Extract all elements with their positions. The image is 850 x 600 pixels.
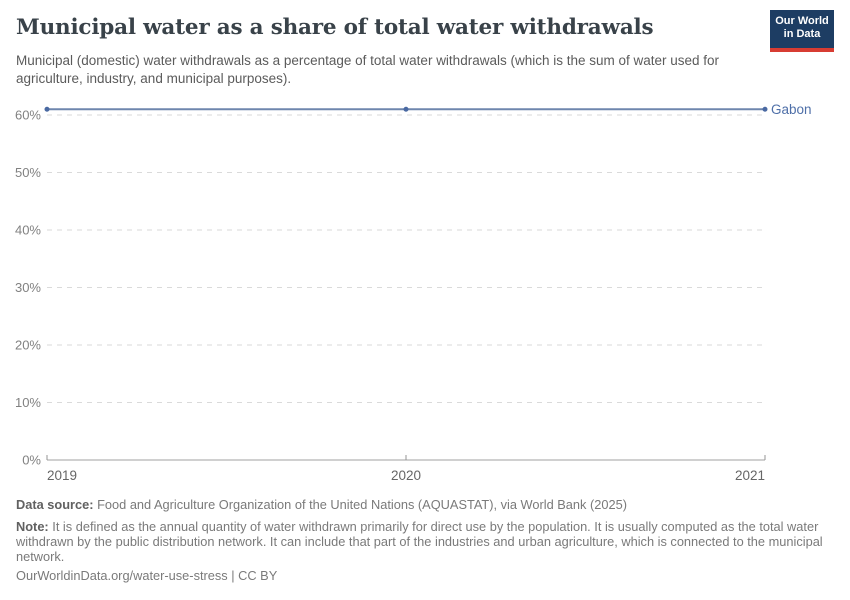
x-axis-tick-label: 2020 [391,468,421,483]
y-axis-tick-label: 10% [15,395,41,410]
note-label: Note: [16,519,49,534]
footer-url[interactable]: OurWorldinData.org/water-use-stress | CC… [16,568,278,583]
x-axis-tick-label: 2019 [47,468,77,483]
data-source-text: Food and Agriculture Organization of the… [97,497,627,512]
owid-logo[interactable]: Our World in Data [770,10,834,52]
footer-data-source: Data source: Food and Agriculture Organi… [16,497,834,512]
y-axis-tick-label: 20% [15,338,41,353]
note-text: It is defined as the annual quantity of … [16,519,823,564]
y-axis-tick-label: 60% [15,108,41,123]
series-end-label: Gabon [771,102,812,117]
data-point-marker[interactable] [44,106,50,112]
footer-note: Note: It is defined as the annual quanti… [16,519,834,564]
owid-logo-line2: in Data [783,28,821,40]
x-axis-tick-label: 2021 [735,468,765,483]
y-axis-tick-label: 40% [15,223,41,238]
data-point-marker[interactable] [403,106,409,112]
y-axis-tick-label: 50% [15,165,41,180]
chart-title: Municipal water as a share of total wate… [16,15,654,40]
data-point-marker[interactable] [762,106,768,112]
chart-subtitle: Municipal (domestic) water withdrawals a… [16,53,720,86]
owid-logo-line1: Our World [775,15,829,27]
y-axis-tick-label: 0% [22,453,41,468]
y-axis-tick-label: 30% [15,280,41,295]
data-source-label: Data source: [16,497,94,512]
